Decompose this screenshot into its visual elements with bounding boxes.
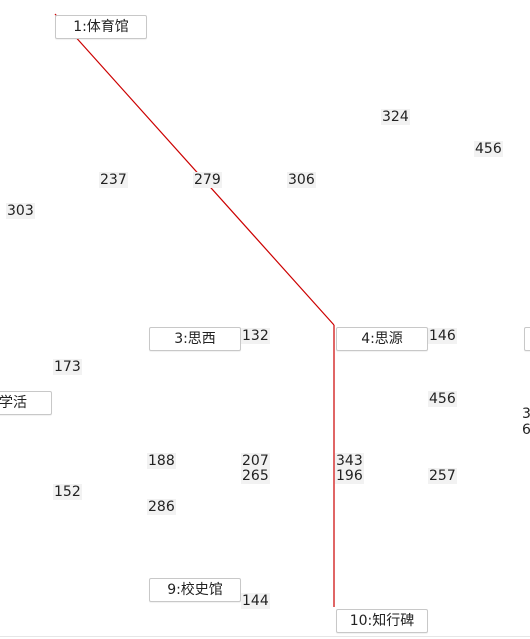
node-3-sixi[interactable]: 3:思西 xyxy=(149,327,241,351)
edge-weight-label: 257 xyxy=(428,468,457,484)
edge-weight-label: 188 xyxy=(147,453,176,469)
edge-weight-label: 324 xyxy=(381,109,410,125)
node-1-gymnasium[interactable]: 1:体育馆 xyxy=(55,15,147,39)
node-4-siyuan[interactable]: 4:思源 xyxy=(336,327,428,351)
edge-weight-label: 456 xyxy=(474,141,503,157)
node-9-history-museum[interactable]: 9:校史馆 xyxy=(149,578,241,602)
edge-weight-label: 456 xyxy=(428,391,457,407)
edge-weight-label: 207 xyxy=(241,453,270,469)
edge-weight-label: 265 xyxy=(241,468,270,484)
highlighted-edge-1-4 xyxy=(54,13,335,326)
node-partial-left[interactable]: 学活 xyxy=(0,391,52,415)
edge-weight-label: 132 xyxy=(241,328,270,344)
edge-weight-label: 152 xyxy=(53,484,82,500)
edge-weight-label: 286 xyxy=(147,499,176,515)
edge-weight-label: 306 xyxy=(287,172,316,188)
edge-weight-label: 279 xyxy=(193,172,222,188)
node-10-zhixing-stele[interactable]: 10:知行碑 xyxy=(336,609,428,633)
edge-weight-label: 144 xyxy=(241,593,270,609)
edge-weight-label: 237 xyxy=(99,172,128,188)
edge-weight-label: 196 xyxy=(335,468,364,484)
edge-weight-label: 303 xyxy=(6,203,35,219)
node-partial-right[interactable] xyxy=(524,327,530,351)
edge-weight-label: 343 xyxy=(335,453,364,469)
edge-weight-label-partial: 6 xyxy=(522,422,530,438)
edge-weight-label: 173 xyxy=(53,359,82,375)
edge-weight-label: 146 xyxy=(428,328,457,344)
bottom-divider xyxy=(0,636,530,637)
edge-weight-label-partial: 3 xyxy=(522,406,530,422)
